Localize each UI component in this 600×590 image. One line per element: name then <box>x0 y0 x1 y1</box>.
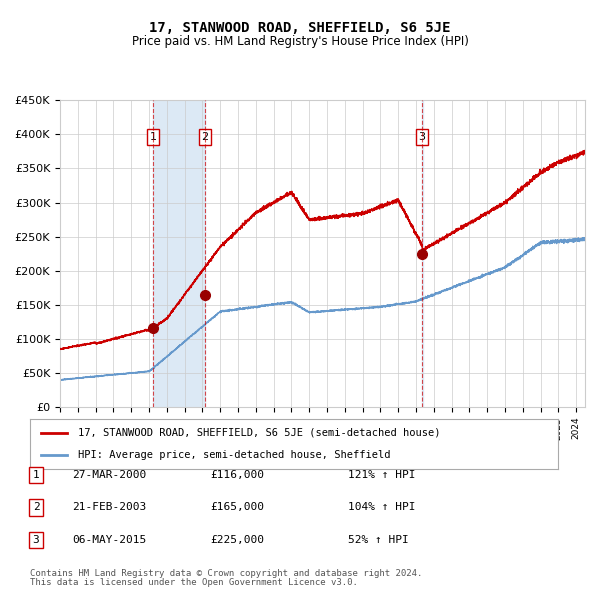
Text: 1: 1 <box>32 470 40 480</box>
Text: 21-FEB-2003: 21-FEB-2003 <box>72 503 146 512</box>
Text: £165,000: £165,000 <box>210 503 264 512</box>
Text: £225,000: £225,000 <box>210 535 264 545</box>
Text: 121% ↑ HPI: 121% ↑ HPI <box>348 470 415 480</box>
Text: 1: 1 <box>149 132 157 142</box>
Text: 104% ↑ HPI: 104% ↑ HPI <box>348 503 415 512</box>
Text: 27-MAR-2000: 27-MAR-2000 <box>72 470 146 480</box>
Bar <box>422 100 423 407</box>
Text: 2: 2 <box>32 503 40 512</box>
Text: 17, STANWOOD ROAD, SHEFFIELD, S6 5JE: 17, STANWOOD ROAD, SHEFFIELD, S6 5JE <box>149 21 451 35</box>
Text: This data is licensed under the Open Government Licence v3.0.: This data is licensed under the Open Gov… <box>30 578 358 587</box>
Text: 3: 3 <box>32 535 40 545</box>
Text: £116,000: £116,000 <box>210 470 264 480</box>
Text: Contains HM Land Registry data © Crown copyright and database right 2024.: Contains HM Land Registry data © Crown c… <box>30 569 422 578</box>
Text: 17, STANWOOD ROAD, SHEFFIELD, S6 5JE (semi-detached house): 17, STANWOOD ROAD, SHEFFIELD, S6 5JE (se… <box>77 428 440 438</box>
Text: 2: 2 <box>202 132 208 142</box>
Text: 06-MAY-2015: 06-MAY-2015 <box>72 535 146 545</box>
Text: Price paid vs. HM Land Registry's House Price Index (HPI): Price paid vs. HM Land Registry's House … <box>131 35 469 48</box>
Bar <box>153 100 205 407</box>
Text: HPI: Average price, semi-detached house, Sheffield: HPI: Average price, semi-detached house,… <box>77 450 390 460</box>
Text: 3: 3 <box>419 132 425 142</box>
Text: 52% ↑ HPI: 52% ↑ HPI <box>348 535 409 545</box>
